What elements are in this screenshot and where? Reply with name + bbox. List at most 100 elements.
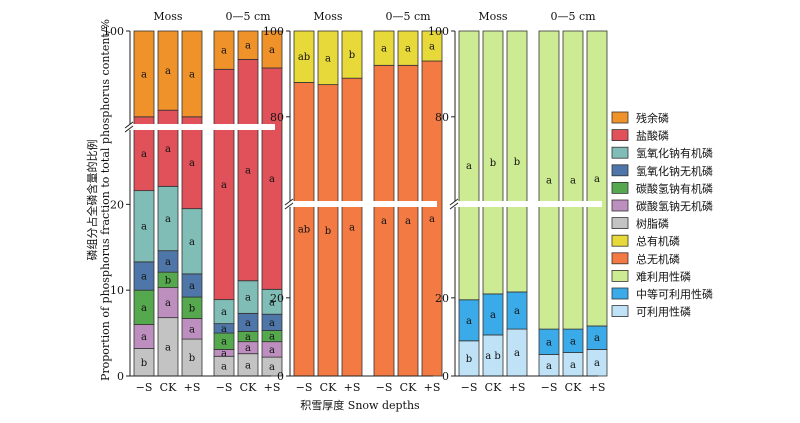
significance-label: a [514,348,520,359]
legend-item: 难利用性磷 [611,269,691,283]
significance-label: b [141,358,147,369]
legend-item: 中等可利用性磷 [611,287,713,301]
significance-label: b [514,157,520,168]
bar-segment [181,30,203,118]
significance-label: a [381,216,387,227]
significance-label: a [245,166,251,177]
significance-label: a [405,216,411,227]
legend-item: 可利用性磷 [611,305,691,319]
y-tick-label: 100 [263,25,284,38]
x-tick-label: −S [376,381,393,394]
y-tick-label: 20 [270,292,284,305]
group-label: 0—5 cm [225,10,271,23]
significance-label: a [546,176,552,187]
x-tick-label: +S [509,381,526,394]
legend-swatch [611,234,629,247]
significance-label: a [269,362,275,373]
x-tick-label: +S [184,381,201,394]
significance-label: b [325,226,331,237]
significance-label: a [189,324,195,335]
axis-break-mark [124,121,134,129]
significance-label: a [245,332,251,343]
significance-label: a [570,336,576,347]
x-tick-label: +S [344,381,361,394]
significance-label: a [141,222,147,233]
legend-label: 盐酸磷 [636,129,669,143]
x-axis-title: 积雪厚度 Snow depths [300,398,420,412]
significance-label: a [429,214,435,225]
significance-label: b [349,50,355,61]
bar-segment [373,30,395,66]
axis-break-band [124,124,275,130]
significance-label: a [269,297,275,308]
legend-item: 总有机磷 [611,234,680,248]
x-tick-label: CK [485,381,502,394]
significance-label: b [189,303,195,314]
legend-swatch [611,217,629,230]
significance-label: a [490,310,496,321]
legend-swatch [611,129,629,142]
legend-swatch [611,111,629,124]
legend-item: 树脂磷 [611,217,669,231]
group-label: Moss [153,10,183,23]
significance-label: ab [298,225,310,236]
x-tick-label: CK [565,381,582,394]
significance-label: a b [485,351,501,362]
significance-label: a [325,53,331,64]
y-tick-label: 100 [428,25,449,38]
significance-label: a [546,337,552,348]
significance-label: a [165,298,171,309]
y-tick-label: 80 [270,111,284,124]
legend-item: 总无机磷 [611,252,680,266]
significance-label: a [546,361,552,372]
x-tick-label: CK [240,381,257,394]
y-tick-label: 10 [110,284,124,297]
significance-label: a [570,360,576,371]
bar-segment [538,30,560,330]
x-tick-label: −S [216,381,233,394]
group-label: 0—5 cm [550,10,596,23]
panel-3: Moss b a a −S a b a b CK a a b +S 0—5 cm a a a −S a a a CK a a a… [428,10,608,394]
significance-label: a [165,342,171,353]
bar-segment [317,30,339,86]
legend-swatch [611,181,629,194]
significance-label: a [514,306,520,317]
bar-segment [237,30,259,60]
y-axis-title-en: Proportion of phosphorus fraction to tot… [99,19,112,381]
legend-label: 难利用性磷 [636,269,691,283]
y-tick-label: 0 [277,370,284,383]
significance-label: a [269,332,275,343]
y-tick-label: 0 [442,370,449,383]
legend-label: 氢氧化钠无机磷 [636,164,713,178]
legend-swatch [611,252,629,265]
significance-label: a [165,66,171,77]
significance-label: a [165,257,171,268]
significance-label: a [429,42,435,53]
x-tick-label: −S [136,381,153,394]
bar-segment [213,30,235,70]
axis-break-band [284,201,437,207]
significance-label: b [189,353,195,364]
legend-item: 盐酸磷 [611,129,669,143]
bar-segment [586,30,608,327]
y-tick-label: 0 [117,370,124,383]
x-tick-label: +S [264,381,281,394]
significance-label: a [141,149,147,160]
significance-label: a [245,318,251,329]
significance-label: a [594,174,600,185]
legend-item: 氢氧化钠无机磷 [611,164,713,178]
significance-label: a [570,176,576,187]
x-tick-label: −S [296,381,313,394]
legend-label: 碳酸氢钠无机磷 [636,199,713,213]
bar-segment [397,30,419,66]
legend-swatch [611,269,629,282]
significance-label: a [245,293,251,304]
axis-break-mark [449,198,459,206]
significance-label: a [269,318,275,329]
x-tick-label: CK [160,381,177,394]
bar-segment [133,30,155,118]
bar-segment [482,30,504,295]
significance-label: a [269,45,275,56]
